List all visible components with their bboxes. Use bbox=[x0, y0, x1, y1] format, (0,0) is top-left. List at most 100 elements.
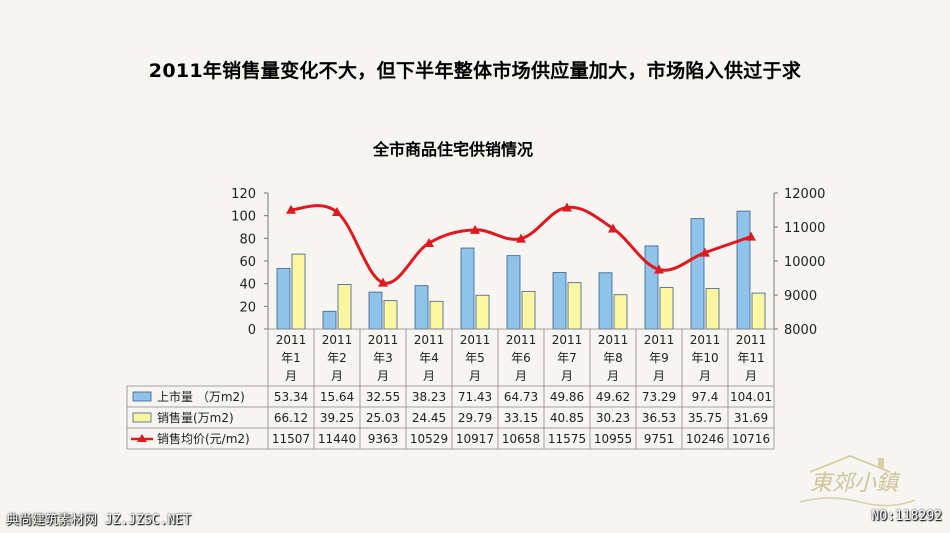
y-right-tick-label: 11000 bbox=[784, 221, 825, 236]
bar-supply bbox=[276, 268, 291, 330]
data-label: 15.64 bbox=[320, 390, 354, 404]
category-label: 月 bbox=[607, 369, 619, 383]
y-left-tick-label: 80 bbox=[239, 232, 256, 247]
category-label: 月 bbox=[515, 369, 527, 383]
category-label: 2011 bbox=[690, 333, 721, 347]
category-label: 2011 bbox=[644, 333, 675, 347]
category-label: 月 bbox=[331, 369, 343, 383]
bar-supply bbox=[552, 272, 567, 330]
y-left-tick-label: 120 bbox=[231, 187, 256, 202]
data-label: 49.62 bbox=[596, 390, 630, 404]
category-label: 年4 bbox=[419, 351, 439, 365]
category-label: 2011 bbox=[414, 333, 445, 347]
bar-sales bbox=[613, 294, 628, 330]
category-label: 2011 bbox=[276, 333, 307, 347]
price-point bbox=[286, 204, 296, 214]
price-point bbox=[516, 233, 526, 243]
footer-watermark: 典尚建筑素材网 JZ.JZSC.NET bbox=[6, 513, 191, 528]
bar-sales bbox=[705, 288, 720, 330]
category-label: 2011 bbox=[552, 333, 583, 347]
price-point bbox=[378, 277, 388, 287]
price-line bbox=[290, 204, 752, 285]
y-left-tick-label: 100 bbox=[231, 210, 256, 225]
bar-sales bbox=[521, 291, 536, 330]
data-label: 25.03 bbox=[366, 411, 400, 425]
data-label: 71.43 bbox=[458, 390, 492, 404]
y-left-tick-label: 0 bbox=[248, 323, 256, 338]
bar-supply bbox=[460, 247, 475, 330]
price-point bbox=[332, 207, 342, 217]
bar-supply bbox=[598, 272, 613, 330]
y-left-tick-label: 60 bbox=[239, 255, 256, 270]
price-point bbox=[608, 223, 618, 233]
category-label: 年11 bbox=[737, 351, 764, 365]
category-label: 2011 bbox=[368, 333, 399, 347]
headline: 2011年销售量变化不大，但下半年整体市场供应量加大，市场陷入供过于求 bbox=[148, 60, 802, 82]
category-label: 年7 bbox=[557, 351, 577, 365]
price-point bbox=[746, 231, 756, 241]
category-label: 年5 bbox=[465, 351, 485, 365]
category-label: 2011 bbox=[598, 333, 629, 347]
bar-sales bbox=[291, 253, 306, 330]
bar-sales bbox=[659, 287, 674, 330]
price-point bbox=[700, 247, 710, 257]
footer-number: NO:118292 bbox=[871, 509, 942, 524]
category-label: 月 bbox=[699, 369, 711, 383]
category-label: 月 bbox=[653, 369, 665, 383]
category-label: 2011 bbox=[506, 333, 537, 347]
legend-label: 上市量 （万m2) bbox=[157, 389, 245, 404]
data-label: 33.15 bbox=[504, 411, 538, 425]
data-label: 32.55 bbox=[366, 390, 400, 404]
data-label: 30.23 bbox=[596, 411, 630, 425]
category-label: 年8 bbox=[603, 351, 623, 365]
data-label: 104.01 bbox=[730, 390, 772, 404]
price-point bbox=[562, 202, 572, 212]
category-label: 年3 bbox=[373, 351, 393, 365]
category-label: 年9 bbox=[649, 351, 669, 365]
data-label: 73.29 bbox=[642, 390, 676, 404]
data-label: 11575 bbox=[548, 432, 586, 446]
data-label: 10716 bbox=[732, 432, 770, 446]
legend-key-price-marker bbox=[137, 434, 147, 442]
price-point bbox=[654, 264, 664, 274]
bar-supply bbox=[690, 218, 705, 330]
category-label: 月 bbox=[423, 369, 435, 383]
bar-sales bbox=[751, 292, 766, 330]
data-label: 64.73 bbox=[504, 390, 538, 404]
data-label: 9751 bbox=[644, 432, 675, 446]
category-label: 月 bbox=[745, 369, 757, 383]
bar-supply bbox=[736, 210, 751, 330]
svg-text:東郊小鎮: 東郊小鎮 bbox=[810, 471, 901, 496]
bar-supply bbox=[506, 255, 521, 330]
chart-title: 全市商品住宅供销情况 bbox=[372, 140, 533, 159]
category-label: 年1 bbox=[281, 351, 301, 365]
data-label: 97.4 bbox=[692, 390, 719, 404]
y-left-tick-label: 20 bbox=[239, 300, 256, 315]
category-label: 月 bbox=[377, 369, 389, 383]
y-left-tick-label: 40 bbox=[239, 278, 256, 293]
legend-key-sales bbox=[132, 412, 152, 423]
data-label: 35.75 bbox=[688, 411, 722, 425]
category-label: 月 bbox=[285, 369, 297, 383]
data-label: 29.79 bbox=[458, 411, 492, 425]
y-right-tick-label: 12000 bbox=[784, 187, 825, 202]
data-label: 10658 bbox=[502, 432, 540, 446]
data-label: 39.25 bbox=[320, 411, 354, 425]
legend-key-supply bbox=[132, 391, 152, 402]
bar-sales bbox=[383, 300, 398, 330]
data-label: 9363 bbox=[368, 432, 399, 446]
category-label: 年6 bbox=[511, 351, 531, 365]
bar-sales bbox=[475, 294, 490, 330]
data-label: 66.12 bbox=[274, 411, 308, 425]
data-label: 10529 bbox=[410, 432, 448, 446]
logo: 東郊小鎮 bbox=[799, 454, 916, 507]
data-label: 36.53 bbox=[642, 411, 676, 425]
data-label: 53.34 bbox=[274, 390, 308, 404]
bar-sales bbox=[337, 284, 352, 330]
data-label: 10955 bbox=[594, 432, 632, 446]
price-point bbox=[470, 224, 480, 234]
category-label: 2011 bbox=[736, 333, 767, 347]
y-right-tick-label: 8000 bbox=[784, 323, 817, 338]
category-label: 2011 bbox=[322, 333, 353, 347]
